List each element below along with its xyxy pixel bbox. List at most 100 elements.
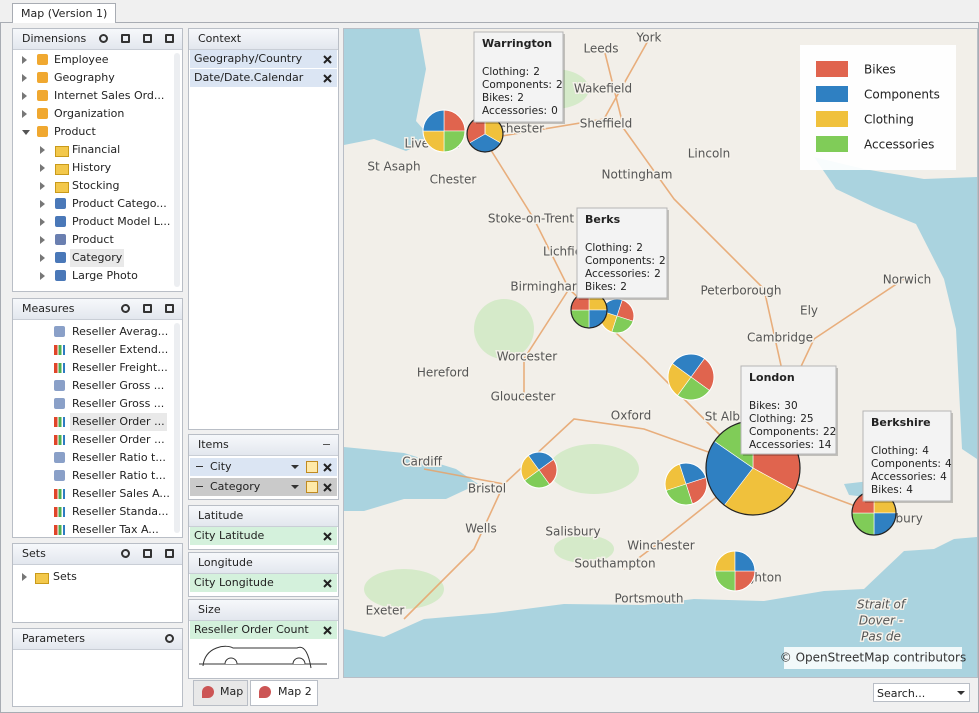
tree-item[interactable]: Product <box>72 233 114 246</box>
tooltip-row: Clothing: 25 <box>749 413 814 425</box>
row-label: Clothing: <box>749 413 796 425</box>
header-tool[interactable] <box>165 304 174 313</box>
header-tool[interactable] <box>121 304 130 313</box>
tree-item[interactable]: Large Photo <box>72 269 138 282</box>
field-chip[interactable]: Geography/Country <box>190 50 337 68</box>
search-placeholder: Search... <box>877 687 926 700</box>
remove-button[interactable] <box>323 532 332 541</box>
tree-item[interactable]: Product Model L... <box>72 215 171 228</box>
place-label: Stoke-on-Trent <box>488 212 575 226</box>
tab-icon <box>259 686 271 698</box>
field-chip[interactable]: Reseller Order Count <box>190 621 337 639</box>
place-label: Portsmouth <box>615 592 684 606</box>
place-label: Strait of <box>857 598 907 612</box>
measure-item[interactable]: Reseller Tax A... <box>72 523 159 536</box>
expand-arrow[interactable] <box>40 164 49 172</box>
header-tool[interactable] <box>121 34 130 43</box>
expand-arrow[interactable] <box>22 56 31 64</box>
measure-item[interactable]: Reseller Extend... <box>72 343 169 356</box>
expand-arrow[interactable] <box>22 110 31 118</box>
place-label: Nottingham <box>602 168 673 182</box>
field-chip[interactable]: Date/Date.Calendar <box>190 69 337 87</box>
tree-item[interactable]: Category <box>70 249 125 267</box>
city-pie <box>714 550 756 592</box>
expand-arrow[interactable] <box>40 146 49 154</box>
measure-item[interactable]: Reseller Standa... <box>72 505 169 518</box>
header-tool[interactable] <box>165 549 174 558</box>
item-icon <box>54 435 65 445</box>
header-tool[interactable] <box>165 34 174 43</box>
place-label: Dover - <box>859 614 903 628</box>
tree-item[interactable]: History <box>72 161 112 174</box>
tooltip-box <box>862 410 952 502</box>
search-box[interactable]: Search... <box>873 683 970 702</box>
expand-arrow[interactable] <box>22 92 31 100</box>
measure-item[interactable]: Reseller Gross ... <box>72 379 165 392</box>
tree-item[interactable]: Employee <box>54 53 109 66</box>
add-button[interactable] <box>323 444 330 445</box>
header-tool[interactable] <box>143 34 152 43</box>
place-label: Wells <box>465 522 496 536</box>
field-chip[interactable]: City Longitude <box>190 574 337 592</box>
measure-item[interactable]: Reseller Sales A... <box>72 487 170 500</box>
expand-arrow[interactable] <box>40 182 49 190</box>
measure-item[interactable]: Reseller Averag... <box>72 325 169 338</box>
tree-item[interactable]: Product <box>54 125 96 138</box>
measure-item[interactable]: Reseller Freight... <box>72 361 168 374</box>
expand-arrow[interactable] <box>22 130 30 139</box>
tree-item[interactable]: Stocking <box>72 179 120 192</box>
filter-icon[interactable] <box>306 481 318 493</box>
expand-arrow[interactable] <box>22 573 31 581</box>
header-tool[interactable] <box>165 634 174 643</box>
remove-button[interactable] <box>323 74 332 83</box>
measure-item[interactable]: Reseller Order ... <box>72 433 165 446</box>
expand-arrow[interactable] <box>40 218 49 226</box>
expand-arrow[interactable] <box>40 254 49 262</box>
row-value: 2 <box>533 66 540 78</box>
filter-icon[interactable] <box>306 461 318 473</box>
measure-item[interactable]: Reseller Ratio t... <box>72 451 166 464</box>
header-tool[interactable] <box>143 549 152 558</box>
place-label: Birmingham <box>510 280 583 294</box>
expand-arrow[interactable] <box>22 74 31 82</box>
remove-button[interactable] <box>323 579 332 588</box>
header-tool[interactable] <box>99 34 108 43</box>
measure-item[interactable]: Reseller Gross ... <box>72 397 165 410</box>
field-chip[interactable]: Category <box>190 478 337 496</box>
bottom-tab[interactable]: Map <box>193 680 248 706</box>
place-label: Ely <box>800 304 818 318</box>
tree-item[interactable]: Geography <box>54 71 115 84</box>
expand-arrow[interactable] <box>40 272 49 280</box>
field-chip[interactable]: City Latitude <box>190 527 337 545</box>
map[interactable]: YorkLeedsWakefieldSheffieldLiverpoolManc… <box>343 28 978 678</box>
header-tool[interactable] <box>143 304 152 313</box>
bottom-tab[interactable]: Map 2 <box>250 680 318 706</box>
header-tool[interactable] <box>121 549 130 558</box>
item-icon <box>35 573 49 584</box>
window-tab[interactable]: Map (Version 1) <box>12 3 117 23</box>
dropdown-arrow[interactable] <box>291 485 299 493</box>
measure-item[interactable]: Reseller Order ... <box>70 413 167 431</box>
expand-arrow[interactable] <box>40 200 49 208</box>
row-label: Clothing: <box>482 66 529 78</box>
panel-title: Latitude <box>189 506 338 527</box>
field-chip[interactable]: City <box>190 458 337 476</box>
panel-title: Parameters <box>13 629 182 650</box>
place-label: Peterborough <box>700 284 781 298</box>
remove-button[interactable] <box>323 463 332 472</box>
set-item[interactable]: Sets <box>53 570 77 583</box>
remove-button[interactable] <box>323 483 332 492</box>
remove-button[interactable] <box>323 55 332 64</box>
tree-item[interactable]: Financial <box>72 143 121 156</box>
tree-item[interactable]: Internet Sales Ord... <box>54 89 165 102</box>
dropdown-arrow[interactable] <box>291 465 299 473</box>
tree-item[interactable]: Product Catego... <box>72 197 167 210</box>
expand-arrow[interactable] <box>40 236 49 244</box>
item-icon <box>54 452 65 463</box>
measure-item[interactable]: Reseller Ratio t... <box>72 469 166 482</box>
remove-button[interactable] <box>323 626 332 635</box>
tree-item[interactable]: Organization <box>54 107 125 120</box>
item-icon <box>54 507 65 517</box>
item-icon <box>55 146 69 157</box>
